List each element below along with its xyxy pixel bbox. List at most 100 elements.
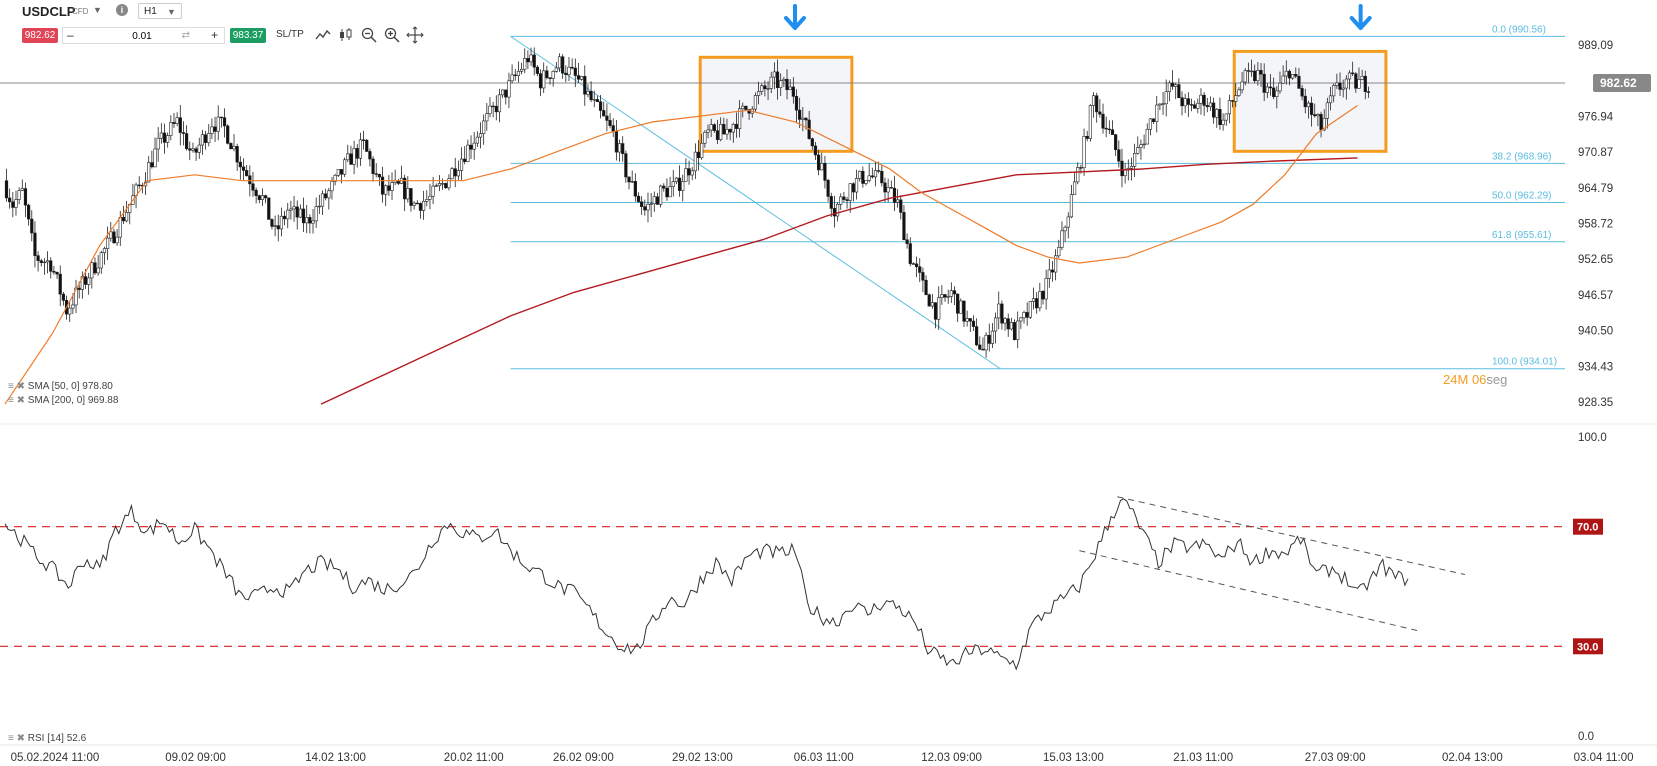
candle-body (1123, 169, 1127, 177)
sell-button[interactable]: 982.62 (22, 28, 58, 43)
crosshair-icon[interactable] (406, 26, 424, 44)
candle-body (1038, 291, 1042, 309)
candle (226, 124, 230, 145)
candle-body (602, 110, 606, 117)
candle-body (1072, 181, 1077, 195)
candle-body (175, 117, 179, 124)
candle (377, 173, 381, 186)
candle-body (1101, 113, 1105, 129)
line-chart-icon[interactable] (314, 26, 332, 44)
current-price-tag-value: 982.62 (1600, 76, 1637, 90)
price-axis-tick: 946.57 (1578, 290, 1613, 302)
candle (731, 122, 735, 143)
rsi-label: RSI [14] (27, 733, 64, 744)
candle-body (491, 105, 495, 108)
candle-body (580, 76, 584, 80)
candle-body (90, 262, 94, 279)
zoom-out-icon[interactable] (360, 26, 378, 44)
candle (817, 149, 821, 176)
candle-body (23, 188, 28, 206)
candle-body (33, 232, 37, 256)
candle-body (975, 326, 979, 346)
candle-body (706, 129, 710, 133)
candle (1104, 116, 1108, 138)
candle-body (349, 153, 353, 165)
info-icon[interactable]: i (116, 4, 128, 16)
buy-button[interactable]: 983.37 (230, 28, 266, 43)
candle-body (1281, 75, 1285, 84)
candle-body (1237, 89, 1241, 96)
candle-body (1196, 102, 1200, 109)
candle (418, 202, 423, 219)
sma50-legend[interactable]: ≡ ✖ SMA [50, 0] 978.80 (8, 381, 113, 392)
candle (384, 184, 388, 207)
candle (219, 116, 223, 128)
candle (333, 173, 337, 186)
candle-body (469, 144, 473, 150)
candle-body (428, 195, 432, 200)
candle (213, 116, 217, 143)
candle-body (1284, 70, 1288, 77)
candle-body (1028, 301, 1032, 318)
candle (478, 122, 483, 149)
sma200-legend[interactable]: ≡ ✖ SMA [200, 0] 969.88 (8, 395, 118, 406)
candles-icon[interactable] (337, 26, 355, 44)
candle (172, 112, 176, 128)
candle (1234, 83, 1238, 107)
candle (387, 175, 391, 196)
candle-body (576, 75, 581, 80)
candle-body (696, 151, 701, 159)
indicator-menu-icon[interactable]: ≡ ✖ (8, 395, 25, 406)
candle-body (58, 273, 62, 295)
increase-quantity-button[interactable]: + (210, 28, 218, 42)
candle (1303, 88, 1307, 114)
symbol-name[interactable]: USDCLP (22, 4, 76, 19)
swap-icon[interactable]: ⇄ (181, 30, 190, 41)
decrease-quantity-button[interactable]: – (67, 28, 74, 42)
zoom-in-icon[interactable] (383, 26, 401, 44)
timeframe-select[interactable]: H1 ▼ (138, 3, 182, 19)
candle (497, 88, 502, 123)
indicator-menu-icon[interactable]: ≡ ✖ (8, 733, 25, 744)
price-axis-tick: 989.09 (1578, 40, 1613, 52)
candle-body (766, 88, 770, 90)
rsi-legend[interactable]: ≡ ✖ RSI [14] 52.6 (8, 733, 86, 744)
candle (627, 176, 631, 190)
candle-body (1338, 82, 1342, 90)
indicator-menu-icon[interactable]: ≡ ✖ (8, 381, 25, 392)
candle (1136, 136, 1140, 155)
candle (940, 285, 944, 305)
pattern-highlight-box (1232, 49, 1388, 153)
candle (1133, 143, 1137, 178)
candle (273, 215, 277, 237)
candle (782, 76, 786, 87)
candle (851, 182, 855, 202)
candle (222, 108, 227, 138)
candle (1114, 133, 1118, 156)
candle-body (99, 252, 103, 269)
candle-body (1328, 95, 1333, 104)
candle (1221, 113, 1225, 131)
candle-body (504, 89, 508, 98)
candle (301, 197, 306, 233)
candle-body (1009, 322, 1013, 330)
candle-body (548, 77, 552, 79)
candle-body (106, 237, 110, 249)
sltp-button[interactable]: SL/TP (276, 29, 304, 40)
candle (810, 137, 814, 150)
candle (90, 261, 94, 289)
candle (813, 141, 818, 160)
candle (1253, 64, 1257, 84)
candle (684, 158, 688, 182)
candle (1069, 184, 1074, 219)
candle (1142, 134, 1146, 149)
candle-body (317, 205, 321, 208)
chevron-down-icon[interactable]: ▼ (93, 5, 102, 15)
candle-body (1262, 73, 1266, 93)
candle-body (801, 117, 805, 120)
quantity-input[interactable] (85, 29, 199, 44)
candle-body (1129, 166, 1134, 169)
candle-body (671, 181, 675, 187)
candle-body (254, 189, 258, 196)
